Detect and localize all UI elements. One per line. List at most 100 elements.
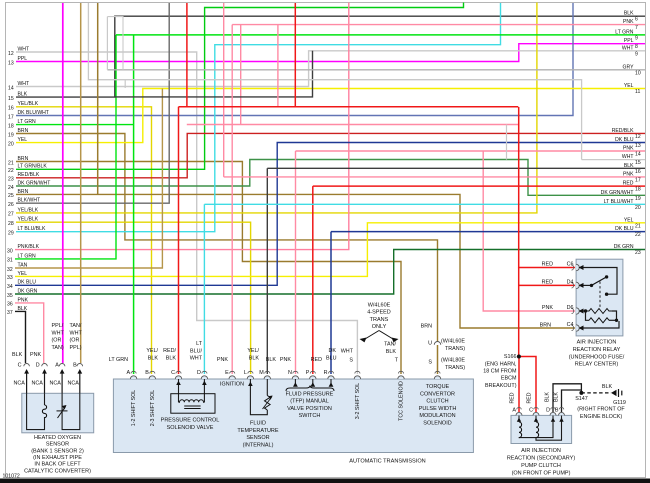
svg-text:BLK: BLK xyxy=(18,306,28,312)
svg-text:PUMP CLUTCH: PUMP CLUTCH xyxy=(521,463,561,469)
svg-text:30: 30 xyxy=(7,248,13,254)
svg-text:YEL/BLK: YEL/BLK xyxy=(18,101,39,107)
svg-text:PNK: PNK xyxy=(623,146,634,152)
svg-text:18: 18 xyxy=(8,123,14,129)
svg-text:GRY: GRY xyxy=(623,64,635,70)
svg-text:29: 29 xyxy=(8,231,14,237)
svg-text:BLK/WHT: BLK/WHT xyxy=(18,198,41,204)
svg-text:C: C xyxy=(171,370,175,376)
svg-text:PNK/BLK: PNK/BLK xyxy=(18,244,40,250)
svg-text:37: 37 xyxy=(7,310,13,316)
svg-text:BLK: BLK xyxy=(554,392,560,402)
svg-text:16: 16 xyxy=(8,106,14,112)
svg-text:AIR INJECTION: AIR INJECTION xyxy=(521,448,561,454)
svg-text:YEL: YEL xyxy=(624,217,634,223)
svg-text:34: 34 xyxy=(7,284,13,290)
svg-text:(IN EXHAUST PIPE: (IN EXHAUST PIPE xyxy=(33,455,82,461)
svg-text:YEL/: YEL/ xyxy=(146,348,158,354)
svg-text:C6: C6 xyxy=(567,262,574,268)
svg-text:BLK: BLK xyxy=(12,352,23,358)
svg-text:12: 12 xyxy=(8,51,14,57)
svg-text:WHT: WHT xyxy=(341,349,354,355)
svg-text:S: S xyxy=(349,358,353,364)
svg-text:22: 22 xyxy=(635,232,641,238)
svg-text:D: D xyxy=(197,370,201,376)
svg-text:PNK: PNK xyxy=(280,357,291,363)
svg-text:DK BLU: DK BLU xyxy=(615,226,634,232)
svg-text:LT BLU/BLK: LT BLU/BLK xyxy=(18,226,46,232)
svg-text:BRN: BRN xyxy=(18,156,29,162)
svg-text:PPL: PPL xyxy=(18,56,28,62)
svg-text:WHT: WHT xyxy=(18,81,30,87)
svg-text:VALVE POSITION: VALVE POSITION xyxy=(287,406,332,412)
svg-text:TEMPERATURE: TEMPERATURE xyxy=(237,428,278,434)
svg-text:AIR INJECTION: AIR INJECTION xyxy=(577,340,617,346)
svg-text:15: 15 xyxy=(8,96,14,102)
svg-text:DK GRN/WHT: DK GRN/WHT xyxy=(601,190,634,196)
svg-text:1-2 SHIFT SOL: 1-2 SHIFT SOL xyxy=(131,390,137,426)
svg-text:NCA: NCA xyxy=(68,381,80,387)
svg-text:11: 11 xyxy=(635,89,640,95)
svg-text:2-3 SHIFT SOL: 2-3 SHIFT SOL xyxy=(150,390,156,426)
svg-text:A: A xyxy=(126,370,130,376)
svg-text:B: B xyxy=(145,370,149,376)
svg-text:S147: S147 xyxy=(575,396,588,402)
svg-text:G119: G119 xyxy=(613,400,626,406)
svg-text:(OR: (OR xyxy=(52,338,62,344)
svg-text:S166: S166 xyxy=(504,354,517,360)
svg-text:17: 17 xyxy=(8,114,14,120)
svg-text:BLK: BLK xyxy=(249,355,260,361)
svg-text:TAN: TAN xyxy=(18,262,28,268)
svg-text:PULSE WIDTH: PULSE WIDTH xyxy=(419,406,457,412)
svg-text:PPL/: PPL/ xyxy=(52,323,64,329)
svg-text:31: 31 xyxy=(7,258,13,264)
svg-text:BLK: BLK xyxy=(166,355,177,361)
svg-text:TCC SOLENOID: TCC SOLENOID xyxy=(399,381,405,421)
svg-text:BLK: BLK xyxy=(386,349,397,355)
svg-text:LT: LT xyxy=(196,341,203,347)
svg-text:WHT: WHT xyxy=(70,330,83,336)
svg-text:101072: 101072 xyxy=(3,474,20,480)
svg-text:(W/4L60E: (W/4L60E xyxy=(441,339,465,345)
svg-text:TRANS): TRANS) xyxy=(445,365,465,371)
svg-text:EBCM: EBCM xyxy=(501,376,517,382)
svg-text:SOLENOID: SOLENOID xyxy=(423,421,451,427)
svg-text:10: 10 xyxy=(635,70,641,76)
svg-text:BRN: BRN xyxy=(18,128,29,134)
svg-text:6: 6 xyxy=(635,17,638,23)
svg-text:SENSOR: SENSOR xyxy=(46,442,69,448)
svg-text:BLK: BLK xyxy=(624,11,634,17)
svg-text:PNK: PNK xyxy=(18,297,29,303)
svg-text:PNK: PNK xyxy=(30,352,41,358)
svg-text:WHT: WHT xyxy=(622,45,634,51)
svg-text:M: M xyxy=(259,370,264,376)
svg-text:21: 21 xyxy=(8,160,14,166)
svg-text:RED: RED xyxy=(311,357,322,363)
svg-text:AUTOMATIC TRANSMISSION: AUTOMATIC TRANSMISSION xyxy=(349,459,425,465)
svg-text:WHT: WHT xyxy=(190,356,203,362)
svg-text:FLUID: FLUID xyxy=(250,421,266,427)
svg-text:12: 12 xyxy=(635,134,641,140)
svg-text:IGNITION: IGNITION xyxy=(220,382,244,388)
svg-text:23: 23 xyxy=(635,250,641,256)
svg-text:TAN/: TAN/ xyxy=(384,342,396,348)
svg-text:FLUID PRESSURE: FLUID PRESSURE xyxy=(286,392,334,398)
svg-text:CONVERTOR: CONVERTOR xyxy=(420,391,455,397)
svg-text:RELAY CENTER): RELAY CENTER) xyxy=(575,362,619,368)
svg-text:18: 18 xyxy=(635,187,641,193)
svg-text:REACTION (SECONDARY): REACTION (SECONDARY) xyxy=(507,455,576,461)
svg-text:DK GRN: DK GRN xyxy=(614,244,634,250)
svg-text:26: 26 xyxy=(8,202,14,208)
svg-text:RED/BLK: RED/BLK xyxy=(18,172,40,178)
svg-text:B: B xyxy=(73,363,77,369)
svg-text:DK BLU/WHT: DK BLU/WHT xyxy=(18,110,49,116)
svg-text:BLU/: BLU/ xyxy=(190,348,202,354)
svg-text:U: U xyxy=(428,341,432,347)
svg-text:(ENG HARN,: (ENG HARN, xyxy=(485,361,517,367)
svg-text:18 CM FROM: 18 CM FROM xyxy=(483,369,517,375)
svg-text:(RIGHT FRONT OF: (RIGHT FRONT OF xyxy=(577,407,625,413)
svg-text:28: 28 xyxy=(8,221,14,227)
svg-text:L: L xyxy=(244,370,247,376)
svg-text:15: 15 xyxy=(635,160,641,166)
svg-text:A: A xyxy=(512,408,516,414)
